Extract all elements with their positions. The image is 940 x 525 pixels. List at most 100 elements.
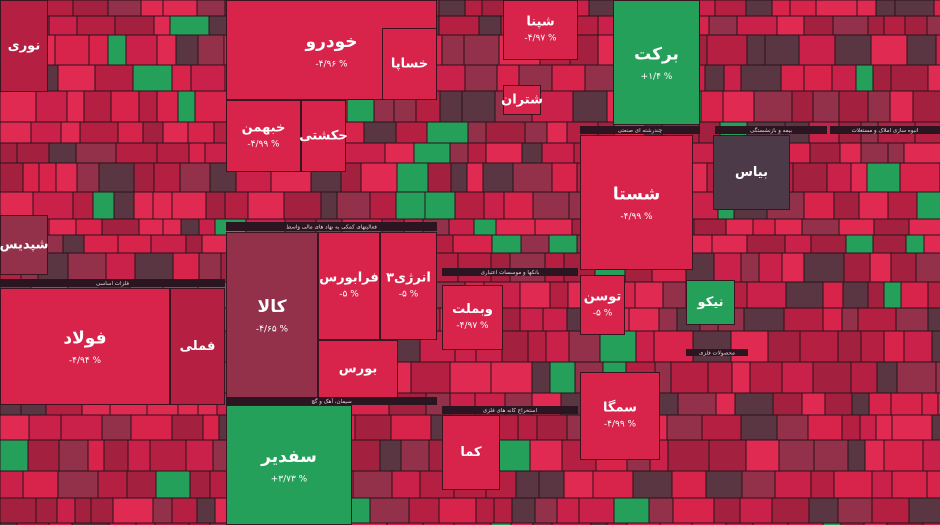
filler-tile (851, 362, 877, 393)
stock-tile[interactable] (503, 0, 578, 60)
filler-tile (210, 523, 230, 525)
filler-tile (139, 91, 157, 122)
filler-tile (792, 91, 813, 122)
filler-tile (591, 523, 607, 525)
filler-tile (750, 362, 782, 393)
sector-strip (715, 126, 827, 134)
filler-tile (163, 219, 181, 235)
filler-tile (516, 471, 539, 498)
filler-tile (856, 65, 873, 91)
filler-tile (737, 16, 777, 35)
filler-tile (872, 471, 892, 498)
filler-tile (199, 219, 215, 235)
filler-tile (535, 219, 572, 235)
filler-tile (439, 0, 465, 16)
filler-tile (708, 362, 732, 393)
filler-tile (49, 16, 77, 35)
filler-tile (106, 253, 135, 282)
sector-strip (686, 349, 748, 356)
stock-tile[interactable] (686, 280, 735, 325)
filler-tile (782, 253, 804, 282)
stock-tile[interactable] (580, 275, 625, 335)
filler-tile (936, 35, 940, 65)
filler-tile (813, 91, 839, 122)
sector-label: فعالیتهای کمکی به نهاد های مالی واسط (286, 224, 377, 231)
filler-tile (804, 192, 834, 219)
filler-tile (861, 331, 884, 362)
filler-tile (753, 219, 775, 235)
filler-tile (502, 331, 528, 362)
stock-change: -۵ % (399, 290, 419, 300)
stock-tile[interactable] (0, 288, 170, 405)
filler-tile (753, 523, 788, 525)
stock-tile[interactable] (226, 405, 352, 525)
filler-tile (793, 163, 827, 192)
filler-tile (0, 471, 23, 498)
filler-tile (153, 192, 172, 219)
filler-tile (170, 16, 209, 35)
stock-tile[interactable] (226, 100, 301, 172)
filler-tile (133, 65, 172, 91)
filler-tile (542, 143, 574, 163)
filler-tile (678, 393, 716, 415)
filler-tile (814, 440, 848, 471)
filler-tile (344, 143, 385, 163)
stock-tile[interactable] (382, 28, 437, 100)
stock-tile[interactable] (442, 285, 503, 350)
filler-tile (876, 0, 895, 16)
filler-tile (614, 498, 649, 523)
filler-tile (723, 91, 754, 122)
filler-tile (530, 440, 562, 471)
filler-tile (672, 471, 706, 498)
filler-tile (458, 253, 491, 282)
filler-tile (702, 415, 741, 440)
filler-tile (496, 219, 535, 235)
filler-tile (0, 163, 23, 192)
stock-change: -۴/۹۹ % (604, 420, 637, 430)
filler-tile (479, 16, 501, 35)
stock-tile[interactable] (580, 372, 660, 460)
filler-tile (392, 471, 420, 498)
filler-tile (511, 523, 533, 525)
stock-tile[interactable] (580, 135, 693, 270)
filler-tile (932, 331, 940, 362)
filler-tile (401, 440, 429, 471)
stock-name: کالا (258, 297, 287, 317)
filler-tile (93, 192, 114, 219)
stock-tile[interactable] (713, 135, 790, 210)
filler-tile (190, 471, 210, 498)
filler-tile (49, 219, 76, 235)
stock-tile[interactable] (0, 215, 48, 275)
filler-tile (629, 308, 659, 331)
filler-tile (31, 122, 61, 143)
filler-tile (741, 65, 781, 91)
stock-tile[interactable] (301, 100, 346, 172)
filler-tile (706, 471, 742, 498)
filler-tile (775, 219, 802, 235)
stock-tile[interactable] (442, 415, 500, 490)
filler-tile (172, 192, 206, 219)
stock-tile[interactable] (318, 232, 380, 340)
filler-tile (155, 523, 189, 525)
filler-tile (153, 498, 172, 523)
filler-tile (17, 143, 49, 163)
stock-name: خساپا (391, 57, 428, 72)
filler-tile (512, 498, 535, 523)
stock-tile[interactable] (380, 232, 437, 340)
filler-tile (924, 235, 940, 253)
filler-tile (726, 219, 753, 235)
stock-tile[interactable] (170, 288, 225, 405)
filler-tile (474, 219, 496, 235)
filler-tile (693, 331, 731, 362)
stock-tile[interactable] (0, 0, 48, 92)
filler-tile (494, 498, 512, 523)
stock-tile[interactable] (318, 340, 398, 398)
filler-tile (163, 0, 197, 16)
filler-tile (205, 143, 227, 163)
stock-tile[interactable] (226, 232, 318, 398)
filler-tile (387, 523, 423, 525)
filler-tile (768, 331, 800, 362)
filler-tile (823, 523, 841, 525)
stock-tile[interactable] (503, 85, 541, 115)
stock-tile[interactable] (613, 0, 700, 125)
